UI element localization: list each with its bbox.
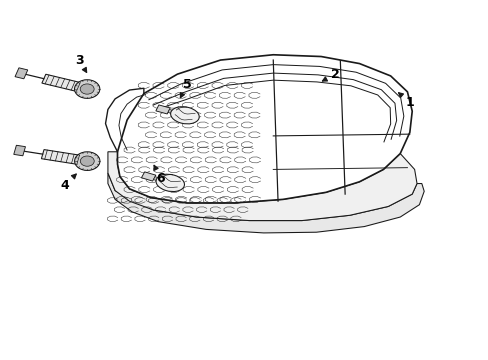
Polygon shape xyxy=(117,55,411,203)
Text: 4: 4 xyxy=(61,174,76,192)
Ellipse shape xyxy=(156,174,184,192)
Circle shape xyxy=(80,156,94,166)
Polygon shape xyxy=(108,173,424,233)
Ellipse shape xyxy=(170,107,199,124)
Circle shape xyxy=(74,80,100,98)
Polygon shape xyxy=(153,177,160,181)
Polygon shape xyxy=(108,152,416,221)
Polygon shape xyxy=(167,109,174,114)
Text: 3: 3 xyxy=(75,54,86,72)
Polygon shape xyxy=(15,68,28,79)
Polygon shape xyxy=(42,74,86,93)
Polygon shape xyxy=(156,105,170,114)
Circle shape xyxy=(75,152,100,170)
Polygon shape xyxy=(14,145,25,156)
Circle shape xyxy=(80,84,94,94)
Polygon shape xyxy=(41,150,85,165)
Polygon shape xyxy=(141,172,156,181)
Text: 2: 2 xyxy=(322,68,339,81)
Text: 1: 1 xyxy=(398,93,413,109)
Text: 6: 6 xyxy=(154,165,164,185)
Text: 5: 5 xyxy=(180,78,191,98)
